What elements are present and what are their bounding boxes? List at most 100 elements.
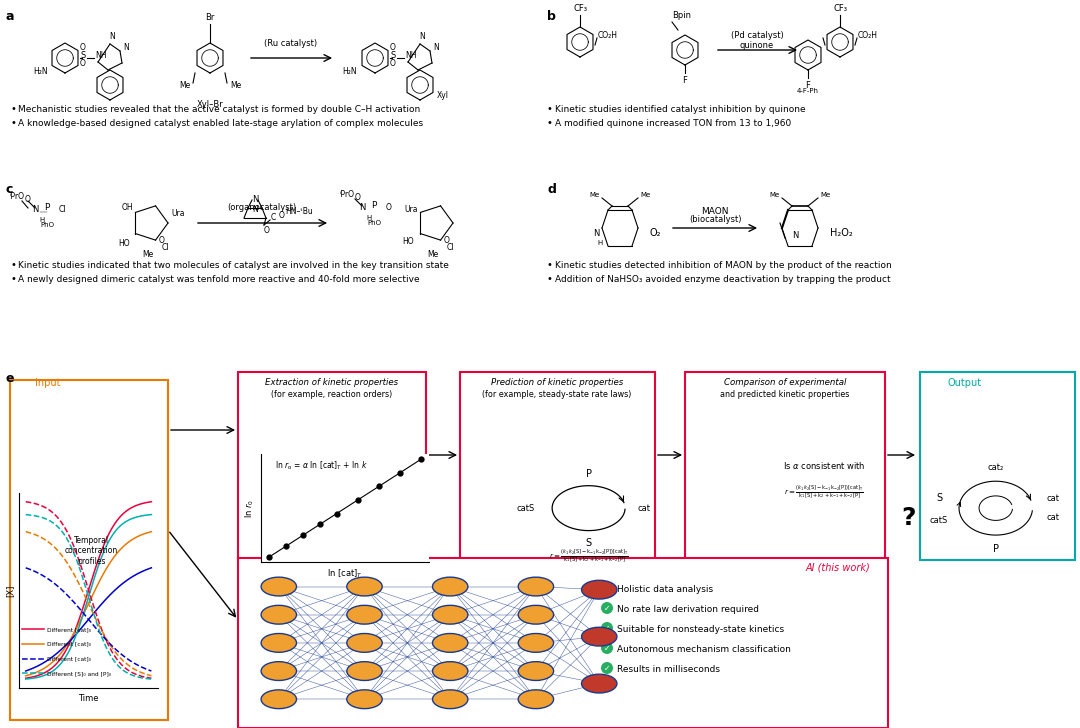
Text: Br: Br xyxy=(205,13,215,22)
Text: MAON: MAON xyxy=(701,207,729,216)
Text: Addition of NaHSO₃ avoided enzyme deactivation by trapping the product: Addition of NaHSO₃ avoided enzyme deacti… xyxy=(555,275,891,284)
Text: C: C xyxy=(271,213,276,223)
Text: N: N xyxy=(419,32,424,41)
Text: Me: Me xyxy=(640,192,650,198)
Text: •: • xyxy=(10,104,16,114)
Text: b: b xyxy=(546,10,556,23)
Text: Bpin: Bpin xyxy=(672,11,691,20)
Text: and predicted kinetic properties: and predicted kinetic properties xyxy=(720,390,850,399)
Text: Results in milliseconds: Results in milliseconds xyxy=(617,665,720,674)
Text: Different [cat]₀: Different [cat]₀ xyxy=(48,656,91,661)
Bar xyxy=(238,372,426,560)
Ellipse shape xyxy=(581,628,617,646)
Text: Me: Me xyxy=(770,192,780,198)
Text: O: O xyxy=(390,42,396,52)
Ellipse shape xyxy=(518,662,554,681)
Text: Me: Me xyxy=(428,250,438,259)
Circle shape xyxy=(600,642,613,654)
Text: N: N xyxy=(31,205,38,215)
Ellipse shape xyxy=(347,662,382,681)
Y-axis label: [X]: [X] xyxy=(5,585,14,596)
Text: O: O xyxy=(80,58,86,68)
Text: (Pd catalyst): (Pd catalyst) xyxy=(731,31,783,40)
Text: O: O xyxy=(386,204,392,213)
Ellipse shape xyxy=(432,633,468,652)
Circle shape xyxy=(600,662,613,674)
Text: Different [cat]₀: Different [cat]₀ xyxy=(48,641,91,646)
Y-axis label: ln $r_0$: ln $r_0$ xyxy=(243,499,256,518)
Text: A newly designed dimeric catalyst was tenfold more reactive and 40-fold more sel: A newly designed dimeric catalyst was te… xyxy=(18,275,420,284)
Text: F: F xyxy=(683,76,688,85)
Text: (biocatalyst): (biocatalyst) xyxy=(689,215,741,224)
Bar xyxy=(10,380,168,720)
Bar xyxy=(238,558,888,728)
Text: O: O xyxy=(25,195,31,204)
Text: Me: Me xyxy=(179,82,190,90)
Text: S: S xyxy=(80,50,85,60)
Text: ?: ? xyxy=(901,506,916,530)
Text: •: • xyxy=(10,260,16,270)
Text: Xyl: Xyl xyxy=(437,90,449,100)
Text: Me: Me xyxy=(230,82,241,90)
Text: N: N xyxy=(123,44,129,52)
Text: NH: NH xyxy=(95,50,107,60)
Text: AI (this work): AI (this work) xyxy=(806,562,870,572)
Text: cat₂: cat₂ xyxy=(987,463,1004,472)
Text: H₂N: H₂N xyxy=(342,68,357,76)
Ellipse shape xyxy=(261,577,297,596)
Ellipse shape xyxy=(347,690,382,708)
Text: CO₂H: CO₂H xyxy=(858,31,878,39)
Text: •: • xyxy=(546,104,553,114)
Ellipse shape xyxy=(347,606,382,624)
Text: Cl: Cl xyxy=(162,242,170,251)
Text: Suitable for nonsteady-state kinetics: Suitable for nonsteady-state kinetics xyxy=(617,625,784,634)
Text: N: N xyxy=(252,195,258,204)
Text: cat: cat xyxy=(638,504,651,513)
Text: Me: Me xyxy=(143,250,153,259)
Ellipse shape xyxy=(432,577,468,596)
Ellipse shape xyxy=(261,662,297,681)
Text: ln $r_{\rm o}$ = $\alpha$ ln [cat]$_T$ + ln $k$: ln $r_{\rm o}$ = $\alpha$ ln [cat]$_T$ +… xyxy=(274,459,367,472)
Text: catS: catS xyxy=(516,504,535,513)
Text: O: O xyxy=(159,236,164,245)
Text: ✓: ✓ xyxy=(604,644,610,652)
Text: H: H xyxy=(597,240,603,246)
Text: CO₂H: CO₂H xyxy=(598,31,618,39)
Text: Kinetic studies indicated that two molecules of catalyst are involved in the key: Kinetic studies indicated that two molec… xyxy=(18,261,449,270)
Text: O₂: O₂ xyxy=(650,228,661,238)
Text: Output: Output xyxy=(948,378,982,388)
Ellipse shape xyxy=(581,580,617,599)
Circle shape xyxy=(600,622,613,634)
Text: Temporal
concentration
profiles: Temporal concentration profiles xyxy=(65,536,118,566)
Text: P: P xyxy=(372,200,377,210)
Text: ⁱPrO: ⁱPrO xyxy=(340,190,355,199)
Text: N: N xyxy=(359,204,365,213)
Text: Is $\alpha$ consistent with: Is $\alpha$ consistent with xyxy=(783,459,865,471)
Text: N: N xyxy=(433,44,438,52)
Text: Me: Me xyxy=(590,192,600,198)
Text: S: S xyxy=(390,50,395,60)
Ellipse shape xyxy=(432,606,468,624)
Text: HO: HO xyxy=(119,239,130,248)
Text: PhO: PhO xyxy=(367,220,381,226)
Text: ✓: ✓ xyxy=(604,604,610,612)
Ellipse shape xyxy=(581,674,617,693)
Text: Prediction of kinetic properties: Prediction of kinetic properties xyxy=(491,378,623,387)
Text: ⁱPrO: ⁱPrO xyxy=(10,192,25,201)
Circle shape xyxy=(600,602,613,614)
Text: S: S xyxy=(936,494,942,503)
Text: A knowledge-based designed catalyst enabled late-stage arylation of complex mole: A knowledge-based designed catalyst enab… xyxy=(18,119,423,128)
Text: Comparison of experimental: Comparison of experimental xyxy=(724,378,847,387)
Text: ✓: ✓ xyxy=(604,663,610,673)
Text: N: N xyxy=(109,32,114,41)
Ellipse shape xyxy=(347,577,382,596)
Text: $r = \frac{(k_1k_2[\rm S] - k_{-1}k_{-2}[\rm P])[\rm cat]_T}{k_1[\rm S] + k_2 + : $r = \frac{(k_1k_2[\rm S] - k_{-1}k_{-2}… xyxy=(784,484,864,500)
Text: H: H xyxy=(39,217,44,223)
Ellipse shape xyxy=(518,690,554,708)
Text: Kinetic studies detected inhibition of MAON by the product of the reaction: Kinetic studies detected inhibition of M… xyxy=(555,261,892,270)
X-axis label: ln [cat]$_T$: ln [cat]$_T$ xyxy=(327,568,363,580)
Text: Input: Input xyxy=(35,378,60,388)
Text: A modified quinone increased TON from 13 to 1,960: A modified quinone increased TON from 13… xyxy=(555,119,792,128)
Text: •: • xyxy=(10,118,16,128)
Text: Me: Me xyxy=(820,192,831,198)
